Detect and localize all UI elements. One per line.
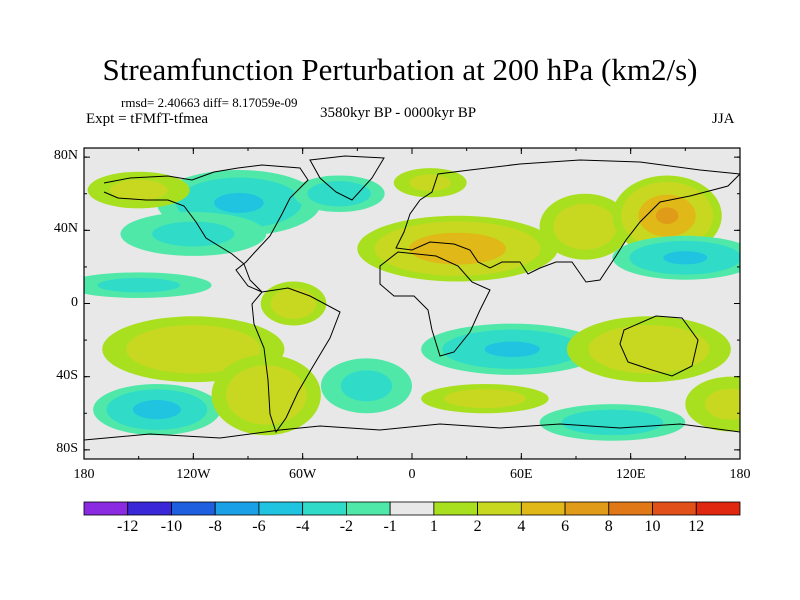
- colorbar-label: 1: [429, 518, 438, 535]
- colorbar-label: 12: [688, 518, 705, 535]
- colorbar-swatch: [389, 501, 435, 516]
- colorbar-label: -12: [117, 518, 139, 535]
- lat-label: 0: [71, 294, 78, 310]
- anomaly-7-level-3: [655, 207, 679, 224]
- lon-label: 120E: [615, 467, 646, 482]
- anomaly-19-level-1: [705, 388, 740, 420]
- colorbar-swatch: [171, 501, 216, 516]
- colorbar-swatch: [83, 501, 129, 516]
- colorbar-label: 2: [473, 518, 482, 535]
- anomaly-11-level-2: [484, 341, 540, 357]
- colorbar-label: -4: [295, 518, 310, 535]
- lon-label: 0: [408, 467, 416, 482]
- coastlines: [84, 155, 740, 441]
- streamfunction-field: [84, 148, 740, 459]
- coast-north-america: [103, 164, 309, 293]
- anomaly-14-level-2: [132, 400, 181, 420]
- statistics-label: rmsd= 2.40663 diff= 8.17059e-09: [121, 95, 298, 110]
- colorbar-label: 6: [561, 518, 570, 535]
- anomaly-8-level-2: [663, 251, 708, 265]
- anomaly-15-level-1: [225, 365, 307, 425]
- colorbar-label: 10: [644, 518, 661, 535]
- colorbar-swatch: [345, 501, 391, 516]
- colorbar-label: 8: [604, 518, 613, 535]
- colorbar-label: 4: [517, 518, 526, 535]
- colorbar-label: -10: [160, 518, 183, 535]
- colorbar-swatch: [652, 501, 697, 516]
- lon-label: 180: [73, 467, 95, 482]
- colorbar-swatch: [127, 501, 172, 516]
- coast-antarctica: [84, 423, 740, 441]
- anomaly-0-level-2: [214, 192, 264, 213]
- anomaly-10-level-1: [270, 288, 317, 319]
- coast-south-america: [251, 287, 341, 434]
- lat-label: 40N: [53, 221, 78, 237]
- anomaly-18-level-1: [561, 409, 664, 436]
- anomaly-5-level-2: [409, 232, 506, 265]
- colorbar-label: -8: [208, 518, 222, 535]
- anomaly-2-level-1: [109, 179, 168, 201]
- anomaly-12-level-1: [588, 324, 710, 374]
- colorbar-swatch: [258, 501, 304, 516]
- colorbar-label: -2: [339, 518, 354, 535]
- anomaly-9-level-1: [97, 277, 180, 293]
- coast-australia: [619, 315, 699, 377]
- colorbar: [83, 501, 741, 516]
- colorbar-label: -1: [383, 518, 397, 535]
- lon-label: 120W: [176, 467, 211, 482]
- period-label: 3580kyr BP - 0000kyr BP: [320, 105, 477, 121]
- anomaly-17-level-1: [443, 389, 526, 409]
- colorbar-swatch: [214, 501, 260, 516]
- experiment-label: Expt = tFMfT-tfmea: [86, 111, 209, 127]
- season-label: JJA: [712, 111, 735, 127]
- axis-ticks: [83, 148, 741, 459]
- colorbar-swatch: [608, 501, 653, 516]
- lat-label: 80N: [53, 148, 78, 164]
- colorbar-swatch: [695, 501, 741, 516]
- plot-title: Streamfunction Perturbation at 200 hPa (…: [102, 52, 698, 87]
- lat-label: 40S: [56, 367, 78, 383]
- lon-label: 60W: [289, 467, 317, 482]
- colorbar-swatch: [302, 501, 347, 516]
- anomaly-13-level-1: [126, 324, 261, 374]
- coast-africa: [379, 251, 491, 357]
- anomaly-16-level-1: [340, 370, 393, 402]
- colorbar-swatch: [433, 501, 479, 516]
- colorbar-swatch: [564, 501, 610, 516]
- lon-label: 60E: [510, 467, 533, 482]
- anomaly-6-level-1: [553, 203, 617, 250]
- colorbar-swatch: [477, 501, 522, 516]
- colorbar-label: -6: [252, 518, 266, 535]
- lon-label: 180: [729, 467, 751, 482]
- anomaly-3-level-1: [409, 174, 451, 192]
- colorbar-swatch: [520, 501, 566, 516]
- coast-greenland: [309, 155, 385, 201]
- coast-eurasia: [395, 159, 740, 283]
- lat-label: 80S: [56, 440, 78, 456]
- anomaly-4-level-1: [152, 221, 235, 247]
